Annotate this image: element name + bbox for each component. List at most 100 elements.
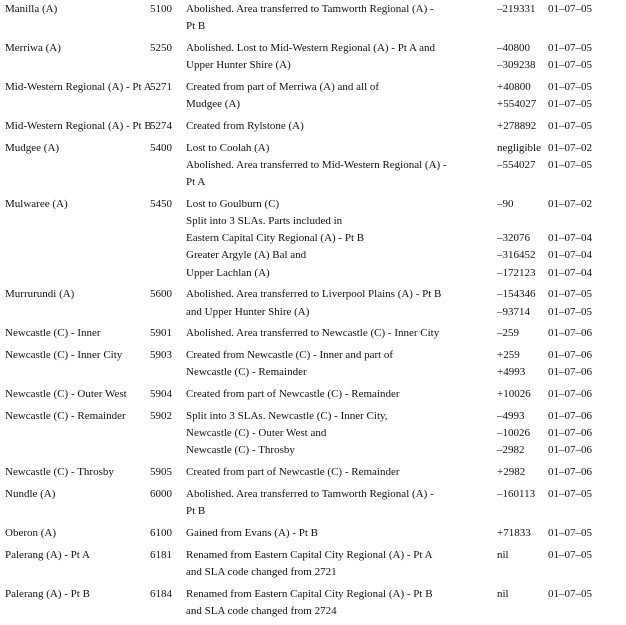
sla-code: 5400 (150, 141, 172, 154)
population-change: –4993 (497, 409, 525, 422)
sla-code: 5904 (150, 388, 172, 401)
population-change: –90 (497, 197, 514, 210)
sla-name: Newcastle (C) - Inner (5, 327, 101, 340)
table-row: Palerang (A) - Pt A 6181 Renamed from East… (0, 547, 626, 581)
population-change: +4993 (497, 366, 526, 379)
row-line: Nundle (A) 6000 Abolished. Area transferre… (0, 486, 626, 503)
change-description: Upper Lachlan (A) (186, 266, 270, 279)
change-description: Abolished. Area transferred to Mid-Weste… (186, 158, 447, 171)
effective-date: 01–07–06 (548, 327, 592, 340)
table-row: Mid-Western Regional (A) - Pt B 5274 Creat… (0, 118, 626, 135)
change-description: Created from Rylstone (A) (186, 119, 304, 132)
sla-code: 5274 (150, 119, 172, 132)
table-row: Mulwaree (A) 5450 Lost to Goulburn (C) –90 0… (0, 196, 626, 282)
change-description: Pt A (186, 176, 206, 189)
change-description: and SLA code changed from 2721 (186, 565, 337, 578)
population-change: +278892 (497, 119, 537, 132)
effective-date: 01–07–05 (548, 98, 592, 111)
change-description: Split into 3 SLAs. Parts included in (186, 215, 343, 228)
row-line: Newcastle (C) - Remainder +4993 01–07–06 (0, 364, 626, 381)
effective-date: 01–07–04 (548, 232, 592, 245)
sla-name: Mid-Western Regional (A) - Pt A (5, 80, 152, 93)
population-change: –554027 (497, 158, 536, 171)
row-line: Upper Hunter Shire (A) –309238 01–07–05 (0, 57, 626, 74)
change-description: Pt B (186, 20, 206, 33)
change-description: Pt B (186, 505, 206, 517)
change-description: Abolished. Area transferred to Liverpool… (186, 288, 442, 301)
table-row: Nundle (A) 6000 Abolished. Area transferre… (0, 486, 626, 520)
population-change: nil (497, 587, 509, 600)
effective-date: 01–07–06 (548, 366, 592, 379)
table-row: Oberon (A) 6100 Gained from Evans (A) - Pt… (0, 525, 626, 542)
effective-date: 01–07–05 (548, 59, 592, 72)
change-description: Created from Newcastle (C) - Inner and p… (186, 349, 394, 362)
change-description: Newcastle (C) - Throsby (186, 444, 295, 457)
population-change: +40800 (497, 80, 531, 93)
change-description: Created from part of Newcastle (C) - Rem… (186, 466, 400, 479)
sla-code: 6100 (150, 526, 172, 539)
population-change: +10026 (497, 388, 531, 401)
sla-code: 5903 (150, 349, 172, 362)
effective-date: 01–07–06 (548, 409, 592, 422)
sla-code: 6181 (150, 548, 172, 561)
sla-code: 6184 (150, 587, 172, 600)
sla-name: Manilla (A) (5, 3, 58, 15)
change-description: Renamed from Eastern Capital City Region… (186, 548, 433, 561)
sla-code: 5450 (150, 197, 172, 210)
change-description: Split into 3 SLAs. Newcastle (C) - Inner… (186, 409, 388, 422)
effective-date: 01–07–05 (548, 119, 592, 132)
sla-code: 5271 (150, 80, 172, 93)
effective-date: 01–07–05 (548, 305, 592, 318)
population-change: –160113 (497, 487, 536, 500)
table-row: Newcastle (C) - Remainder 5902 Split into … (0, 408, 626, 460)
sla-name: Newcastle (C) - Throsby (5, 466, 114, 479)
change-description: and Upper Hunter Shire (A) (186, 305, 310, 318)
change-description: Abolished. Lost to Mid-Western Regional … (186, 41, 436, 54)
table-row: Newcastle (C) - Outer West 5904 Created fr… (0, 386, 626, 403)
row-line: Palerang (A) - Pt A 6181 Renamed from East… (0, 547, 626, 564)
row-line: Merriwa (A) 5250 Abolished. Lost to Mid-We… (0, 40, 626, 57)
row-line: Split into 3 SLAs. Parts included in (0, 213, 626, 230)
row-line: Newcastle (C) - Throsby 5905 Created from … (0, 464, 626, 481)
change-description: Abolished. Area transferred to Tamworth … (186, 3, 434, 15)
row-line: Manilla (A) 5100 Abolished. Area transferr… (0, 1, 626, 18)
sla-name: Merriwa (A) (5, 41, 61, 54)
row-line: Mudgee (A) 5400 Lost to Coolah (A) negligib… (0, 140, 626, 157)
population-change: –309238 (497, 59, 536, 72)
population-change: negligible (497, 141, 541, 154)
row-line: Pt A (0, 174, 626, 191)
effective-date: 01–07–05 (548, 526, 592, 539)
effective-date: 01–07–05 (548, 288, 592, 301)
row-line: Newcastle (C) - Throsby –2982 01–07–06 (0, 442, 626, 459)
effective-date: 01–07–06 (548, 466, 592, 479)
population-change: –219331 (497, 3, 536, 15)
effective-date: 01–07–02 (548, 197, 592, 210)
population-change: –40800 (497, 41, 530, 54)
population-change: +554027 (497, 98, 537, 111)
row-line: Mudgee (A) +554027 01–07–05 (0, 96, 626, 113)
sla-code: 5100 (150, 3, 172, 15)
sla-name: Mulwaree (A) (5, 197, 68, 210)
population-change: –2982 (497, 444, 525, 457)
effective-date: 01–07–05 (548, 487, 592, 500)
change-description: Renamed from Eastern Capital City Region… (186, 587, 433, 600)
sla-name: Mudgee (A) (5, 141, 60, 154)
population-change: +71833 (497, 526, 531, 539)
row-line: Mulwaree (A) 5450 Lost to Goulburn (C) –90 0… (0, 196, 626, 213)
sla-code: 5905 (150, 466, 172, 479)
population-change: nil (497, 548, 509, 561)
effective-date: 01–07–05 (548, 3, 592, 15)
sla-code: 6000 (150, 487, 172, 500)
population-change: –32076 (497, 232, 530, 245)
effective-date: 01–07–02 (548, 141, 592, 154)
table-row: Mid-Western Regional (A) - Pt A 5271 Creat… (0, 79, 626, 113)
row-line: Newcastle (C) - Remainder 5902 Split into … (0, 408, 626, 425)
population-change: –259 (497, 327, 519, 340)
row-line: Newcastle (C) - Outer West and –10026 01–0… (0, 425, 626, 442)
row-line: Abolished. Area transferred to Mid-Weste… (0, 157, 626, 174)
change-description: Created from part of Merriwa (A) and all… (186, 80, 380, 93)
effective-date: 01–07–05 (548, 587, 592, 600)
table-row: Manilla (A) 5100 Abolished. Area transferr… (0, 1, 626, 35)
row-line: Palerang (A) - Pt B 6184 Renamed from East… (0, 586, 626, 603)
population-change: –316452 (497, 249, 536, 262)
